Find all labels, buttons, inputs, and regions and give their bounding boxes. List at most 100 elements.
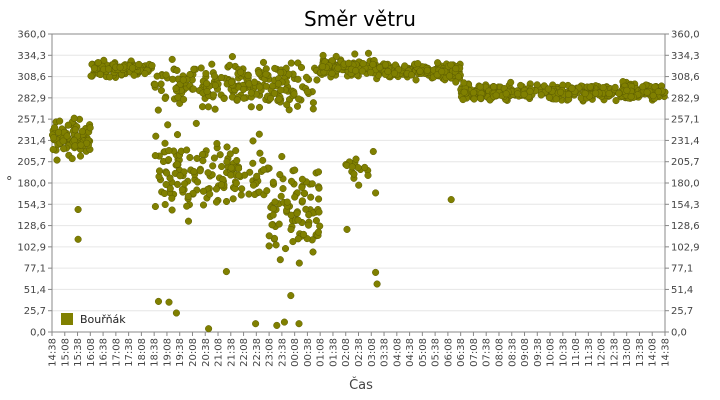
data-point bbox=[238, 185, 246, 193]
data-point bbox=[611, 83, 619, 91]
y-tick-label-right: 25,7 bbox=[671, 306, 693, 317]
data-point bbox=[168, 55, 176, 63]
data-point bbox=[476, 94, 485, 102]
data-point bbox=[210, 72, 219, 80]
data-point bbox=[517, 81, 525, 89]
y-tick-label-right: 257,1 bbox=[671, 115, 700, 126]
data-point bbox=[223, 158, 231, 166]
data-point bbox=[309, 105, 317, 113]
data-point bbox=[152, 132, 160, 140]
data-point bbox=[302, 205, 310, 213]
data-point bbox=[256, 149, 264, 157]
x-tick-label: 03:38 bbox=[380, 338, 391, 367]
data-point bbox=[247, 103, 255, 111]
data-point bbox=[60, 145, 68, 153]
data-point bbox=[196, 167, 204, 175]
data-point bbox=[203, 88, 211, 96]
data-point bbox=[173, 66, 181, 74]
data-point bbox=[204, 103, 212, 111]
data-point bbox=[186, 70, 194, 79]
data-point bbox=[445, 72, 454, 80]
data-point bbox=[212, 198, 221, 206]
data-point bbox=[271, 64, 279, 72]
data-point bbox=[198, 150, 207, 159]
data-point bbox=[369, 60, 377, 68]
data-point bbox=[105, 65, 113, 73]
data-point bbox=[269, 178, 277, 186]
data-point bbox=[172, 84, 180, 92]
data-point bbox=[586, 83, 594, 91]
data-point bbox=[263, 187, 271, 195]
data-point bbox=[141, 70, 149, 78]
data-point bbox=[267, 94, 275, 102]
data-point bbox=[255, 69, 263, 77]
data-point bbox=[49, 145, 57, 154]
data-point bbox=[564, 90, 573, 98]
data-point bbox=[194, 178, 202, 186]
data-point bbox=[492, 91, 500, 99]
y-tick-label-left: 334,3 bbox=[17, 51, 46, 62]
y-tick-label-left: 308,6 bbox=[17, 72, 46, 83]
data-point bbox=[161, 94, 169, 102]
data-point bbox=[190, 65, 198, 73]
data-point bbox=[651, 83, 659, 91]
data-point bbox=[259, 156, 267, 164]
x-tick-label: 12:08 bbox=[597, 338, 608, 367]
data-point bbox=[228, 53, 236, 61]
y-tick-label-left: 102,9 bbox=[17, 242, 46, 253]
data-point bbox=[275, 95, 283, 103]
x-tick-label: 11:08 bbox=[571, 338, 582, 367]
data-point bbox=[287, 59, 295, 67]
data-point bbox=[270, 89, 279, 97]
x-tick-label: 07:38 bbox=[482, 338, 493, 367]
data-point bbox=[352, 155, 360, 163]
data-point bbox=[64, 121, 72, 129]
data-point bbox=[287, 177, 296, 185]
data-point bbox=[183, 202, 191, 210]
data-point bbox=[54, 128, 63, 136]
x-tick-label: 06:08 bbox=[443, 338, 454, 367]
data-point bbox=[202, 69, 210, 78]
data-point bbox=[537, 91, 545, 99]
data-point bbox=[165, 147, 173, 155]
data-point bbox=[154, 297, 163, 305]
data-point bbox=[359, 60, 367, 68]
data-point bbox=[612, 97, 620, 105]
data-point bbox=[615, 89, 623, 97]
data-point bbox=[452, 65, 460, 73]
data-point bbox=[71, 126, 79, 134]
data-point bbox=[151, 80, 159, 88]
data-point bbox=[364, 171, 372, 179]
data-point bbox=[623, 86, 631, 94]
data-point bbox=[244, 72, 252, 80]
data-point bbox=[164, 121, 172, 129]
data-point bbox=[334, 64, 342, 72]
data-point bbox=[70, 114, 78, 122]
data-point bbox=[627, 93, 635, 101]
data-point bbox=[581, 90, 589, 98]
x-tick-label: 21:38 bbox=[226, 338, 237, 367]
data-point bbox=[203, 79, 211, 88]
data-point bbox=[262, 70, 270, 78]
data-point bbox=[155, 167, 164, 175]
data-point bbox=[153, 72, 161, 80]
data-point bbox=[233, 156, 241, 165]
y-tick-label-right: 51,4 bbox=[671, 285, 693, 296]
data-point bbox=[507, 78, 515, 86]
data-point bbox=[213, 139, 221, 148]
data-point bbox=[250, 78, 258, 86]
data-point bbox=[265, 242, 273, 250]
data-point bbox=[157, 80, 165, 88]
data-point bbox=[240, 94, 248, 102]
data-point bbox=[166, 174, 174, 182]
data-point bbox=[222, 268, 230, 276]
data-point bbox=[649, 92, 657, 100]
y-tick-label-right: 282,9 bbox=[671, 93, 700, 104]
data-point bbox=[237, 191, 245, 199]
data-point bbox=[169, 75, 177, 83]
data-point bbox=[287, 292, 295, 300]
data-point bbox=[309, 248, 317, 256]
data-point bbox=[639, 83, 647, 91]
x-tick-label: 13:38 bbox=[635, 338, 646, 367]
